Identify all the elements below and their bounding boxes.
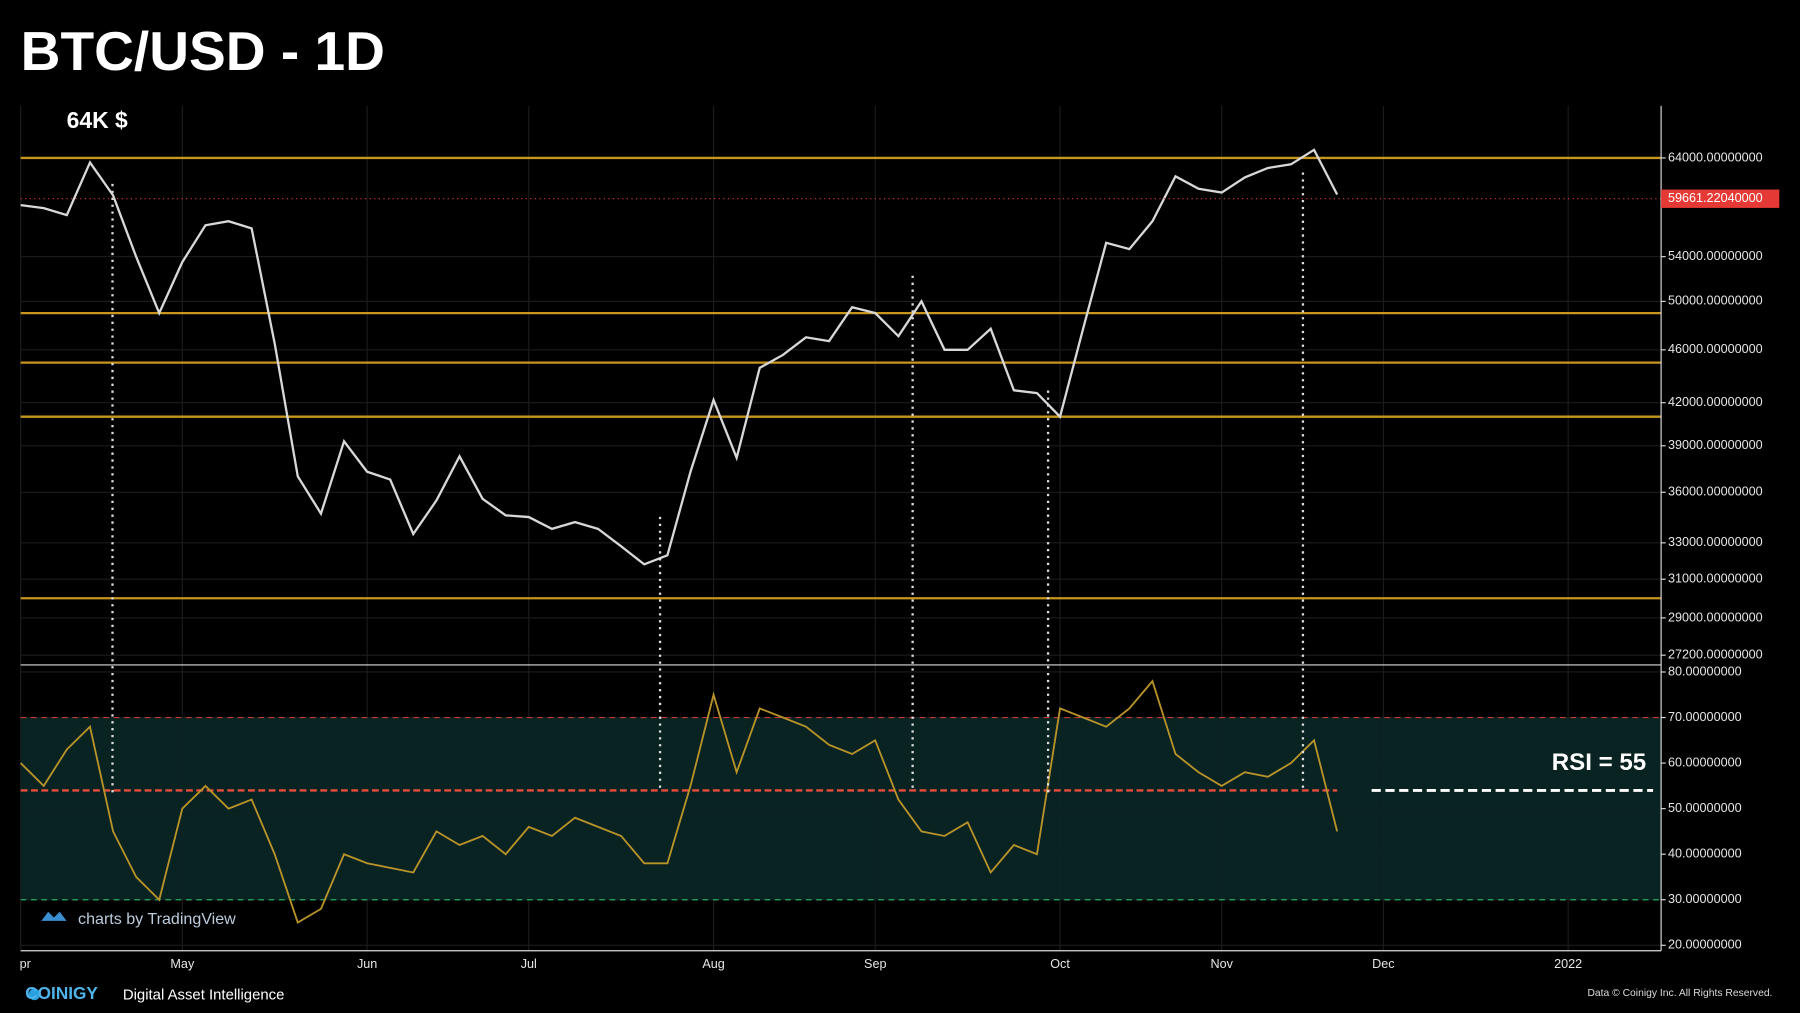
attribution: charts by TradingView [78, 910, 236, 928]
brand-logo [28, 988, 41, 1001]
annotation: 64K $ [67, 107, 128, 133]
x-tick-label: Nov [1210, 957, 1233, 971]
y-tick-label: 40.00000000 [1668, 847, 1742, 861]
y-tick-label: 64000.00000000 [1668, 150, 1763, 164]
x-tick-label: Jul [521, 957, 537, 971]
y-tick-label: 70.00000000 [1668, 710, 1742, 724]
y-tick-label: 80.00000000 [1668, 664, 1742, 678]
x-tick-label: Sep [864, 957, 886, 971]
brand: COINIGY [25, 983, 98, 1003]
y-tick-label: 46000.00000000 [1668, 342, 1763, 356]
y-tick-label: 60.00000000 [1668, 755, 1742, 769]
rsi-band [20, 717, 1662, 900]
rsi-line [20, 679, 1339, 924]
y-tick-label: 54000.00000000 [1668, 249, 1763, 263]
y-tick-label: 39000.00000000 [1668, 438, 1763, 452]
x-tick-label: Dec [1372, 957, 1394, 971]
copyright: Data © Coinigy Inc. All Rights Reserved. [1587, 988, 1772, 999]
y-tick-label: 20.00000000 [1668, 938, 1742, 952]
y-tick-label: 50000.00000000 [1668, 294, 1763, 308]
x-tick-label: Aug [702, 957, 724, 971]
y-tick-label: 50.00000000 [1668, 801, 1742, 815]
x-tick-label: Jun [357, 957, 377, 971]
y-tick-label: 30.00000000 [1668, 892, 1742, 906]
x-tick-label: May [170, 957, 195, 971]
last-price-label: 59661.22040000 [1668, 191, 1763, 205]
y-tick-label: 36000.00000000 [1668, 485, 1763, 499]
x-tick-label: 2022 [1554, 957, 1582, 971]
y-tick-label: 33000.00000000 [1668, 535, 1763, 549]
y-tick-label: 42000.00000000 [1668, 395, 1763, 409]
price-line [20, 148, 1339, 566]
tradingview-logo [41, 911, 67, 921]
rsi-label: RSI = 55 [1552, 749, 1646, 776]
y-tick-label: 29000.00000000 [1668, 610, 1763, 624]
tagline: Digital Asset Intelligence [123, 986, 285, 1003]
x-tick-label: pr [20, 957, 31, 971]
plot [20, 148, 1662, 924]
chart-title: BTC/USD - 1D [21, 20, 385, 82]
x-tick-label: Oct [1050, 957, 1070, 971]
y-tick-label: 31000.00000000 [1668, 571, 1763, 585]
y-tick-label: 27200.00000000 [1668, 647, 1763, 661]
last-price-box [1661, 189, 1780, 208]
